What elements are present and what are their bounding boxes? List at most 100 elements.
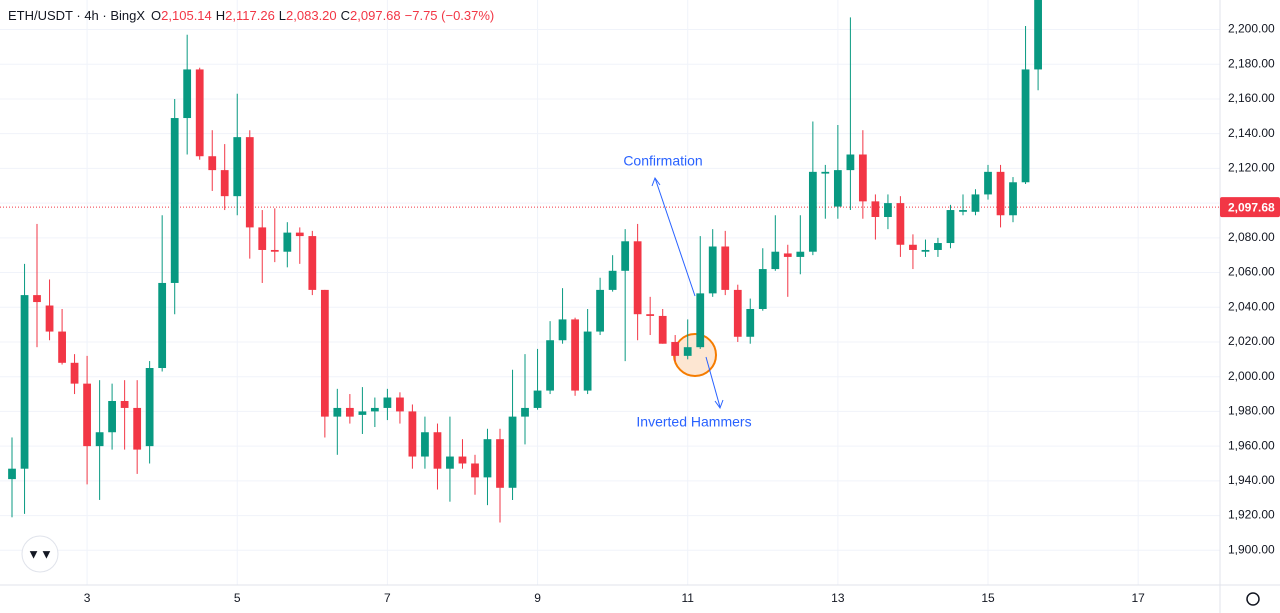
- change: −7.75 (−0.37%): [404, 8, 495, 23]
- candle-body: [508, 416, 517, 488]
- candle-body: [596, 289, 604, 332]
- candle-body: [333, 407, 342, 417]
- ohlc-value: 2,083.20: [286, 8, 337, 23]
- y-tick-label: 1,980.00: [1228, 404, 1275, 418]
- ohlc-value: 2,105.14: [161, 8, 212, 23]
- symbol: ETH/USDT · 4h · BingX: [8, 8, 146, 23]
- candle-body: [446, 456, 454, 469]
- candle-body: [421, 432, 429, 457]
- settings-icon[interactable]: [1246, 592, 1260, 606]
- candle-body: [921, 249, 930, 252]
- ohlc-key: L: [278, 8, 287, 23]
- ohlc-value: 2,097.68: [350, 8, 401, 23]
- ohlc-value: 2,117.26: [225, 8, 275, 23]
- candle-body: [884, 203, 892, 217]
- candle-body: [496, 439, 504, 488]
- tv-logo-mark: ▼▼: [27, 546, 53, 561]
- grid: [0, 0, 1220, 585]
- candle-body: [971, 194, 980, 212]
- candle-body: [996, 171, 1005, 216]
- candle-body: [871, 201, 880, 217]
- ohlc-key: C: [340, 8, 351, 23]
- y-tick-label: 1,920.00: [1228, 508, 1275, 522]
- legend: ETH/USDT · 4h · BingX O 2,105.14 H 2,117.26…: [8, 8, 498, 23]
- y-tick-label: 1,940.00: [1228, 473, 1275, 487]
- x-tick-label: 13: [831, 591, 845, 605]
- candle-body: [358, 411, 367, 415]
- candle-body: [646, 314, 655, 316]
- candle-body: [758, 269, 767, 309]
- candle-body: [433, 432, 442, 469]
- candle-body: [959, 210, 967, 212]
- candle-body: [858, 154, 867, 202]
- candle-body: [33, 295, 41, 303]
- candle-body: [521, 407, 529, 417]
- y-tick-label: 2,160.00: [1228, 91, 1275, 105]
- candle-body: [8, 468, 16, 480]
- y-tick-label: 2,120.00: [1228, 161, 1275, 175]
- candle-body: [270, 249, 279, 252]
- candle-body: [721, 246, 730, 290]
- last-price-label: 2,097.68: [1228, 200, 1275, 214]
- y-tick-label: 2,020.00: [1228, 334, 1275, 348]
- candle-body: [733, 289, 742, 337]
- candle-body: [471, 463, 479, 478]
- candle-body: [133, 407, 142, 450]
- candle-body: [796, 251, 805, 257]
- candle-body: [295, 232, 304, 237]
- candle-body: [621, 241, 630, 271]
- candle-body: [783, 253, 792, 257]
- candle-body: [283, 232, 292, 252]
- candle-body: [746, 308, 755, 337]
- candle-body: [658, 315, 667, 344]
- x-tick-label: 3: [84, 591, 91, 605]
- candle-body: [1021, 69, 1030, 183]
- candle-body: [396, 397, 404, 412]
- last-price-box: [1220, 197, 1280, 218]
- x-tick-label: 9: [534, 591, 541, 605]
- y-tick-label: 2,180.00: [1228, 56, 1275, 70]
- ohlc: O 2,105.14 H 2,117.26 L 2,083.20 C 2,097.68: [151, 8, 405, 23]
- candle-body: [583, 331, 592, 391]
- y-tick-label: 2,140.00: [1228, 126, 1275, 140]
- candle-body: [308, 236, 317, 290]
- candle-body: [158, 282, 167, 369]
- axes: 1,900.00 1,920.00 1,940.00 1,960.00 1,980.00…: [84, 22, 1280, 605]
- candle-body: [1009, 182, 1017, 216]
- y-tick-label: 2,080.00: [1228, 230, 1275, 244]
- candle-body: [821, 171, 830, 174]
- candle-body: [558, 319, 567, 341]
- candle-body: [95, 432, 104, 447]
- y-tick-label: 2,060.00: [1228, 265, 1275, 279]
- candles: [8, 0, 1042, 523]
- candle-body: [195, 69, 204, 157]
- candle-body: [170, 118, 179, 283]
- candle-body: [833, 170, 842, 207]
- y-tick-label: 2,000.00: [1228, 369, 1275, 383]
- candle-body: [483, 439, 492, 478]
- candle-body: [633, 241, 642, 315]
- candle-body: [571, 319, 579, 391]
- ohlc-key: O: [151, 8, 162, 23]
- candle-body: [408, 411, 417, 457]
- tv-logo: [21, 535, 59, 573]
- candle-body: [233, 137, 242, 197]
- y-tick-label: 1,960.00: [1228, 438, 1275, 452]
- candle-body: [984, 171, 992, 195]
- candle-body: [846, 154, 855, 171]
- candle-body: [258, 227, 267, 250]
- candle-body: [320, 289, 329, 417]
- candle-body: [345, 407, 354, 417]
- candle-body: [245, 137, 254, 228]
- candle-body: [608, 270, 617, 290]
- candle-body: [1034, 0, 1042, 70]
- candle-body: [909, 244, 917, 250]
- candle-body: [145, 368, 154, 447]
- candle-body: [183, 69, 192, 119]
- candle-body: [70, 362, 79, 384]
- candle-body: [220, 170, 229, 197]
- candle-body: [708, 246, 717, 294]
- arrows: [651, 176, 724, 410]
